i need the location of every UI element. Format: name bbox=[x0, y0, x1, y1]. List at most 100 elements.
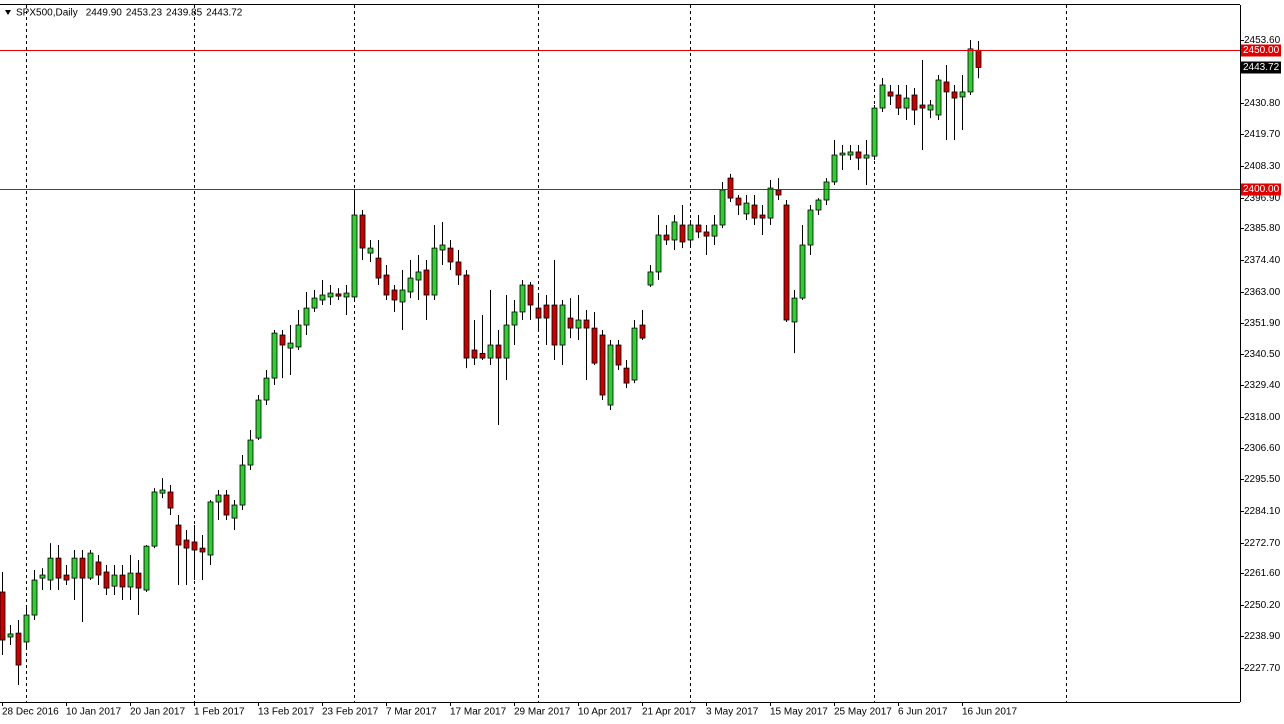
candle-body bbox=[343, 292, 350, 298]
candle-body bbox=[559, 304, 566, 346]
x-tick-label: 15 May 2017 bbox=[770, 707, 828, 718]
x-tick-label: 10 Apr 2017 bbox=[578, 707, 632, 718]
candle-body bbox=[487, 344, 494, 359]
x-tick-label: 6 Jun 2017 bbox=[898, 707, 948, 718]
y-tick-label: 2306.60 bbox=[1244, 443, 1281, 454]
candle-body bbox=[863, 154, 870, 159]
candle-body bbox=[39, 574, 46, 579]
candle-body bbox=[575, 319, 582, 329]
candle-body bbox=[455, 261, 462, 276]
x-tick-label: 3 May 2017 bbox=[706, 707, 759, 718]
y-tick-label: 2318.00 bbox=[1244, 412, 1281, 423]
candle-body bbox=[831, 154, 838, 183]
candle-body bbox=[543, 304, 550, 319]
x-tick-label: 17 Mar 2017 bbox=[450, 707, 507, 718]
candle-body bbox=[551, 304, 558, 346]
candle-body bbox=[663, 234, 670, 241]
candle-body bbox=[63, 574, 70, 581]
candle-body bbox=[271, 332, 278, 379]
candle-body bbox=[511, 311, 518, 326]
candle-body bbox=[799, 244, 806, 299]
candle-body bbox=[703, 231, 710, 237]
candle-body bbox=[655, 234, 662, 273]
candle-body bbox=[911, 94, 918, 111]
ohlc-value: 2439.85 bbox=[166, 8, 203, 19]
candle-body bbox=[151, 491, 158, 547]
candle-body bbox=[807, 209, 814, 246]
candle-body bbox=[879, 84, 886, 109]
price-line-box bbox=[1241, 183, 1281, 196]
x-tick-label: 10 Jan 2017 bbox=[66, 707, 121, 718]
current-price-label: 2443.72 bbox=[1243, 62, 1280, 73]
candle-body bbox=[207, 501, 214, 556]
candle-body bbox=[87, 552, 94, 579]
candle-body bbox=[255, 399, 262, 439]
candle-body bbox=[719, 189, 726, 226]
candle-body bbox=[791, 297, 798, 323]
candle-body bbox=[943, 81, 950, 93]
candle-body bbox=[15, 632, 22, 666]
candle-body bbox=[767, 187, 774, 219]
candle-body bbox=[247, 439, 254, 466]
period-separators bbox=[26, 5, 1067, 702]
candle-body bbox=[79, 557, 86, 579]
candle-body bbox=[423, 269, 430, 296]
candle-body bbox=[111, 574, 118, 587]
candle-body bbox=[743, 202, 750, 215]
candle-body bbox=[95, 561, 102, 576]
candle-body bbox=[839, 152, 846, 156]
candle-body bbox=[215, 494, 222, 503]
x-tick-label: 1 Feb 2017 bbox=[194, 707, 245, 718]
candle-body bbox=[263, 377, 270, 401]
candle-body bbox=[775, 189, 782, 196]
candle-body bbox=[175, 524, 182, 546]
candle-body bbox=[103, 571, 110, 589]
candle-body bbox=[231, 504, 238, 519]
y-tick-label: 2396.90 bbox=[1244, 193, 1281, 204]
candle-body bbox=[0, 591, 6, 641]
candle-body bbox=[439, 244, 446, 251]
candle-body bbox=[687, 224, 694, 241]
candle-body bbox=[135, 572, 142, 589]
x-tick-label: 13 Feb 2017 bbox=[258, 707, 315, 718]
y-tick-label: 2250.20 bbox=[1244, 600, 1281, 611]
candle-body bbox=[463, 274, 470, 359]
menu-arrow[interactable] bbox=[5, 10, 11, 15]
candle-body bbox=[503, 324, 510, 359]
candle-body bbox=[399, 289, 406, 303]
y-tick-label: 2227.70 bbox=[1244, 663, 1281, 674]
candle-body bbox=[783, 204, 790, 321]
candle-body bbox=[119, 574, 126, 588]
x-tick-label: 21 Apr 2017 bbox=[642, 707, 696, 718]
x-tick-label: 7 Mar 2017 bbox=[386, 707, 437, 718]
candle-body bbox=[615, 344, 622, 366]
candle-body bbox=[47, 557, 54, 581]
candle-body bbox=[23, 614, 30, 643]
candle-body bbox=[927, 104, 934, 111]
candle-body bbox=[71, 557, 78, 579]
candle-body bbox=[607, 344, 614, 406]
candle-body bbox=[239, 464, 246, 506]
candle-body bbox=[959, 91, 966, 98]
candle-body bbox=[847, 151, 854, 156]
candle-body bbox=[815, 199, 822, 211]
candle-body bbox=[903, 97, 910, 109]
candle-body bbox=[679, 224, 686, 243]
candle-body bbox=[415, 271, 422, 281]
candle-body bbox=[623, 367, 630, 384]
candle-body bbox=[751, 204, 758, 219]
candle-body bbox=[951, 91, 958, 99]
y-tick-label: 2295.50 bbox=[1244, 474, 1281, 485]
candle-body bbox=[279, 334, 286, 346]
candle-body bbox=[591, 327, 598, 364]
candle-body bbox=[31, 579, 38, 616]
candle-body bbox=[583, 319, 590, 329]
y-tick-label: 2284.10 bbox=[1244, 506, 1281, 517]
x-tick-label: 29 Mar 2017 bbox=[514, 707, 571, 718]
x-tick-label: 23 Feb 2017 bbox=[322, 707, 379, 718]
candle-body bbox=[407, 277, 414, 293]
x-tick-label: 25 May 2017 bbox=[834, 707, 892, 718]
y-tick-label: 2351.90 bbox=[1244, 318, 1281, 329]
candle-body bbox=[479, 352, 486, 359]
y-tick-label: 2419.70 bbox=[1244, 129, 1281, 140]
